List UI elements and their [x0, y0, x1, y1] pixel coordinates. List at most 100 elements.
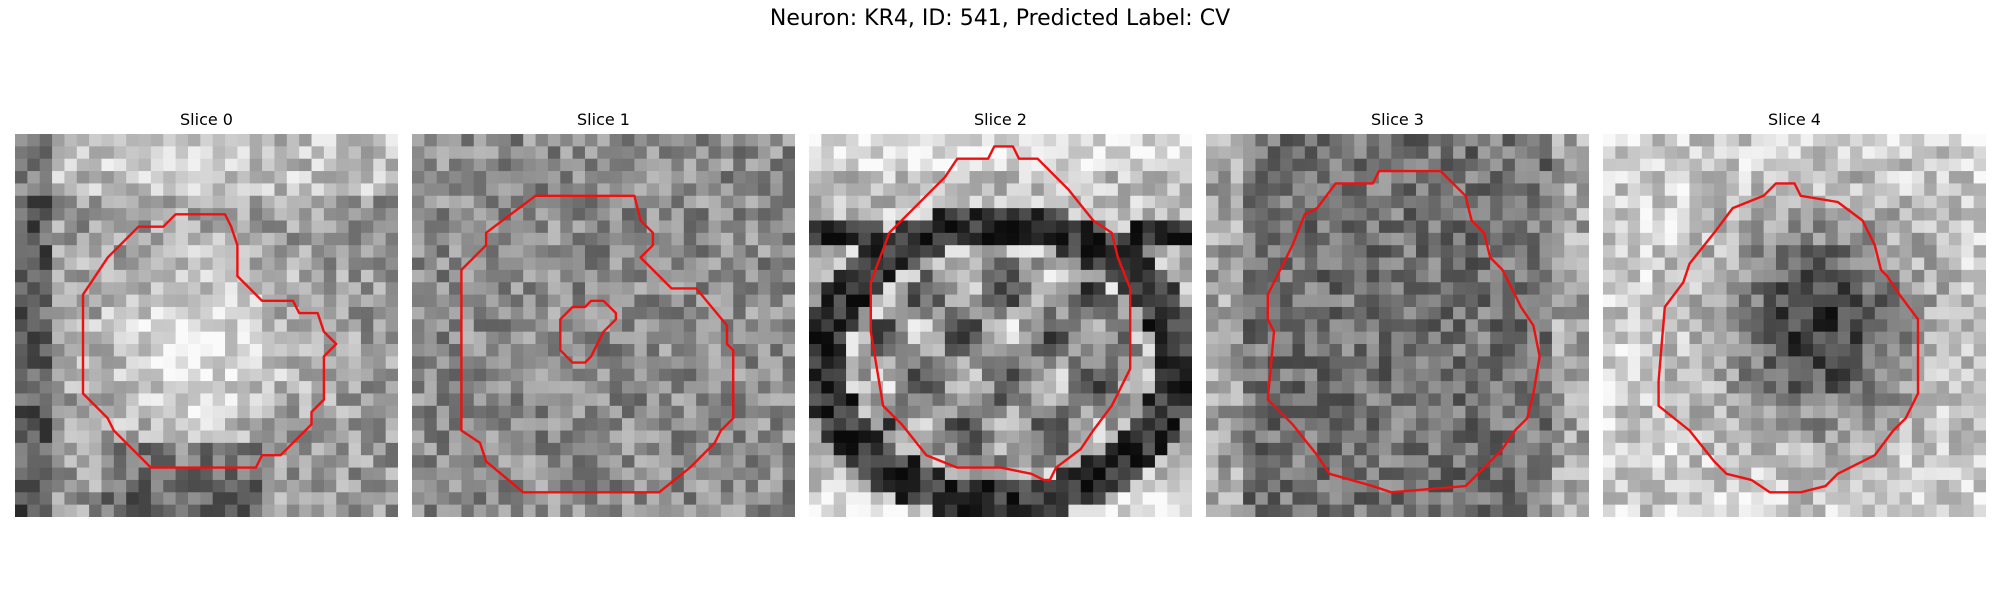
image-pixel — [1366, 504, 1380, 517]
image-pixel — [1911, 467, 1925, 481]
image-pixel — [225, 319, 238, 333]
image-pixel — [1539, 158, 1553, 172]
image-pixel — [1093, 504, 1107, 517]
image-pixel — [708, 134, 722, 147]
image-pixel — [27, 183, 41, 197]
image-pixel — [969, 504, 983, 517]
image-pixel — [1416, 171, 1429, 185]
image-pixel — [1887, 368, 1901, 382]
image-pixel — [1280, 492, 1294, 506]
image-pixel — [994, 294, 1008, 308]
image-pixel — [1677, 381, 1691, 395]
image-pixel — [683, 331, 697, 345]
image-pixel — [846, 294, 860, 308]
image-pixel — [498, 146, 512, 160]
image-pixel — [920, 245, 934, 259]
image-pixel — [1887, 455, 1901, 469]
image-pixel — [212, 442, 226, 456]
image-pixel — [809, 146, 822, 160]
image-pixel — [113, 381, 127, 395]
image-pixel — [424, 269, 438, 283]
image-pixel — [1354, 381, 1368, 395]
image-pixel — [1948, 455, 1962, 469]
image-pixel — [1142, 158, 1156, 172]
image-pixel — [1267, 405, 1281, 419]
image-pixel — [449, 356, 463, 370]
image-pixel — [584, 492, 598, 506]
image-pixel — [1527, 430, 1541, 444]
image-pixel — [770, 405, 784, 419]
image-pixel — [1564, 442, 1578, 456]
image-pixel — [1564, 245, 1578, 259]
image-pixel — [187, 257, 201, 271]
image-pixel — [1179, 146, 1192, 160]
image-pixel — [510, 492, 524, 506]
image-pixel — [262, 282, 276, 296]
image-pixel — [1603, 418, 1616, 432]
image-pixel — [1714, 195, 1728, 209]
image-pixel — [1206, 158, 1219, 172]
image-pixel — [944, 208, 958, 222]
image-pixel — [1230, 245, 1244, 259]
image-pixel — [523, 430, 537, 444]
image-pixel — [1292, 344, 1306, 357]
image-pixel — [163, 146, 177, 160]
image-pixel — [1775, 492, 1789, 506]
image-pixel — [1973, 319, 1986, 333]
image-pixel — [659, 306, 673, 320]
image-pixel — [27, 232, 41, 246]
image-pixel — [1154, 319, 1168, 333]
image-pixel — [1031, 430, 1045, 444]
image-pixel — [1825, 171, 1839, 185]
image-pixel — [1477, 282, 1491, 296]
image-pixel — [412, 306, 425, 320]
image-pixel — [969, 208, 983, 222]
image-pixel — [187, 344, 201, 357]
image-pixel — [1304, 331, 1318, 345]
image-pixel — [424, 171, 438, 185]
image-pixel — [1874, 393, 1888, 407]
image-pixel — [1167, 492, 1181, 506]
image-pixel — [89, 245, 103, 259]
image-pixel — [274, 232, 288, 246]
image-pixel — [1378, 368, 1392, 382]
image-pixel — [659, 442, 673, 456]
image-pixel — [436, 405, 450, 419]
image-pixel — [64, 319, 78, 333]
image-pixel — [994, 257, 1008, 271]
image-pixel — [523, 208, 537, 222]
image-pixel — [1243, 232, 1257, 246]
image-pixel — [846, 381, 860, 395]
image-pixel — [1391, 146, 1405, 160]
image-pixel — [708, 158, 722, 172]
image-pixel — [1304, 492, 1318, 506]
image-pixel — [932, 479, 946, 493]
image-pixel — [486, 282, 500, 296]
image-pixel — [821, 146, 835, 160]
image-pixel — [1887, 319, 1901, 333]
image-pixel — [1006, 220, 1020, 234]
image-pixel — [720, 442, 734, 456]
image-pixel — [200, 504, 214, 517]
image-pixel — [1973, 393, 1986, 407]
image-pixel — [1453, 134, 1467, 147]
image-pixel — [1936, 294, 1950, 308]
image-pixel — [1080, 146, 1094, 160]
image-pixel — [1775, 467, 1789, 481]
image-pixel — [1354, 220, 1368, 234]
image-pixel — [163, 430, 177, 444]
image-pixel — [1800, 356, 1814, 370]
image-pixel — [597, 183, 611, 197]
image-pixel — [572, 492, 586, 506]
image-pixel — [932, 306, 946, 320]
image-pixel — [348, 467, 362, 481]
image-pixel — [1788, 134, 1802, 147]
image-pixel — [1775, 208, 1789, 222]
image-pixel — [883, 269, 897, 283]
image-pixel — [385, 393, 398, 407]
image-pixel — [424, 442, 438, 456]
image-pixel — [1961, 344, 1975, 357]
image-pixel — [659, 232, 673, 246]
image-pixel — [1615, 331, 1629, 345]
image-pixel — [274, 158, 288, 172]
